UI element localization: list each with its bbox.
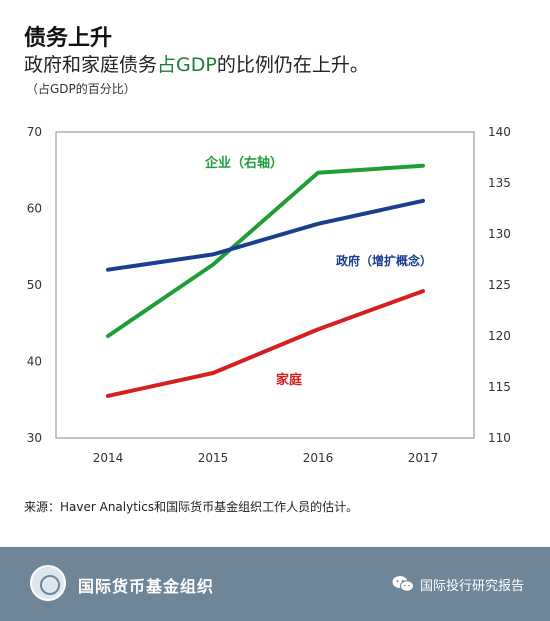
imf-seal-icon: [30, 565, 66, 601]
x-tick-label: 2014: [93, 451, 124, 465]
series-line-0: [106, 163, 425, 338]
y-right-tick-label: 110: [488, 431, 511, 445]
subtitle-part-2: 的比例仍在上升。: [216, 54, 369, 76]
series-label-household: 家庭: [276, 372, 303, 388]
subtitle-part-1: 政府和家庭债务: [24, 54, 158, 76]
chart-title: 债务上升: [24, 26, 113, 51]
y-right-tick-label: 140: [488, 125, 511, 139]
y-right-tick-label: 115: [488, 380, 511, 394]
source-note: 来源：Haver Analytics和国际货币基金组织工作人员的估计。: [24, 500, 359, 514]
x-axis: 2014 2015 2016 2017: [93, 451, 439, 465]
chart-subtitle: 政府和家庭债务占GDP的比例仍在上升。: [24, 50, 369, 77]
y-left-tick-label: 70: [27, 125, 42, 139]
y-left-axis: 30 40 50 60 70: [27, 125, 42, 445]
x-tick-label: 2017: [408, 451, 439, 465]
wechat-icon: [392, 576, 414, 592]
series-lines: [106, 163, 425, 398]
plot-area: [55, 131, 475, 439]
y-right-tick-label: 130: [488, 227, 511, 241]
x-tick-label: 2015: [198, 451, 229, 465]
series-line-2: [106, 289, 425, 398]
subtitle-highlight: 占GDP: [157, 54, 217, 76]
footer-bar: 国际货币基金组织 国际投行研究报告: [0, 547, 550, 621]
series-label-government: 政府（增扩概念）: [336, 253, 432, 268]
y-right-axis: 110 115 120 125 130 135 140: [488, 125, 511, 445]
chart-unit: （占GDP的百分比）: [26, 82, 136, 96]
account-name: 国际投行研究报告: [420, 579, 525, 594]
y-left-tick-label: 30: [27, 431, 42, 445]
y-right-tick-label: 125: [488, 278, 511, 292]
y-right-tick-label: 135: [488, 176, 511, 190]
series-label-corporate: 企业（右轴）: [204, 155, 283, 171]
y-left-tick-label: 40: [27, 355, 42, 369]
x-tick-label: 2016: [303, 451, 334, 465]
series-line-1: [106, 198, 425, 272]
y-right-tick-label: 120: [488, 329, 511, 343]
org-name: 国际货币基金组织: [78, 577, 215, 596]
y-left-tick-label: 60: [27, 202, 42, 216]
y-left-tick-label: 50: [27, 278, 42, 292]
